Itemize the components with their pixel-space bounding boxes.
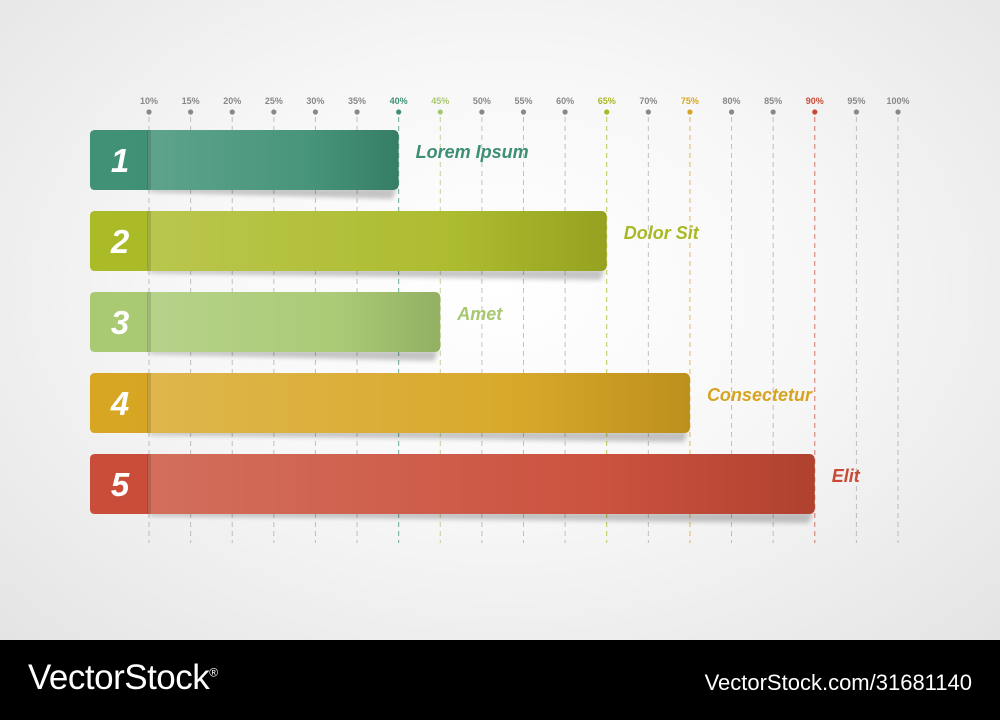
x-tick-label: 30%	[306, 96, 324, 106]
x-tick-label: 15%	[182, 96, 200, 106]
bar-shadow	[150, 269, 605, 280]
registered-mark: ®	[209, 665, 218, 680]
bar-chart: 10% 15% 20% 25% 30% 35% 40% 45% 50% 55% 60% 65% 70% 7…	[90, 96, 910, 543]
tick-dot	[229, 109, 235, 115]
bar-group: 1 Lorem Ipsum	[90, 130, 529, 199]
x-tick-label: 90%	[806, 96, 824, 106]
bar-number-badge	[90, 292, 148, 352]
tick-dot	[479, 109, 485, 115]
tick-dot	[604, 109, 610, 115]
chart-area: 10% 15% 20% 25% 30% 35% 40% 45% 50% 55% 60% 65% 70% 7…	[0, 0, 1000, 640]
bar-number: 2	[110, 223, 130, 260]
x-tick-label: 65%	[598, 96, 616, 106]
x-tick-label: 100%	[886, 96, 909, 106]
tick-dot	[437, 109, 443, 115]
tick-dot	[146, 109, 152, 115]
badge-fold	[147, 130, 151, 190]
x-tick-label: 40%	[390, 96, 408, 106]
bar-group: 3 Amet	[90, 292, 503, 361]
tick-dot	[770, 109, 776, 115]
badge-fold	[147, 292, 151, 352]
tick-dot	[188, 109, 194, 115]
bar-label: Elit	[832, 466, 861, 486]
tick-dot	[562, 109, 568, 115]
bar-number: 3	[111, 304, 129, 341]
badge-fold	[147, 211, 151, 271]
x-tick-label: 95%	[847, 96, 865, 106]
bar-number: 1	[111, 142, 129, 179]
bar	[90, 130, 399, 190]
bar-number-badge	[90, 373, 148, 433]
bar-group: 5 Elit	[90, 454, 861, 523]
tick-dot	[520, 109, 527, 115]
badge-fold	[147, 454, 151, 514]
bar-label: Consectetur	[707, 385, 813, 405]
bar-number-badge	[90, 130, 148, 190]
brand-name: VectorStock	[28, 658, 210, 697]
bar-group: 4 Consectetur	[90, 373, 813, 442]
bar	[90, 373, 690, 433]
bar-label: Dolor Sit	[624, 223, 700, 243]
bar-label: Lorem Ipsum	[416, 142, 529, 162]
x-tick-label: 80%	[723, 96, 741, 106]
tick-dot	[895, 109, 901, 115]
bar-group: 2 Dolor Sit	[90, 211, 700, 280]
x-tick-label: 70%	[639, 96, 657, 106]
bar-number-badge	[90, 211, 148, 271]
brand-logo: VectorStock®	[28, 658, 218, 698]
bar-shadow	[150, 188, 397, 199]
bar-number: 4	[110, 385, 129, 422]
tick-dot	[396, 109, 402, 115]
bar	[90, 211, 607, 271]
stock-id: VectorStock.com/31681140	[704, 670, 972, 695]
bar-number: 5	[111, 466, 130, 503]
x-tick-label: 55%	[514, 96, 532, 106]
x-tick-label: 45%	[431, 96, 449, 106]
tick-dot	[812, 109, 818, 115]
x-tick-label: 25%	[265, 96, 283, 106]
badge-fold	[147, 373, 151, 433]
tick-dot	[645, 109, 651, 115]
tick-dot	[312, 109, 319, 115]
x-tick-label: 85%	[764, 96, 782, 106]
bar-label: Amet	[456, 304, 503, 324]
x-tick-label: 10%	[140, 96, 158, 106]
watermark-bar: VectorStock® VectorStock.com/31681140	[0, 640, 1000, 720]
bar-shadow	[150, 431, 688, 442]
bar-shadow	[150, 350, 439, 361]
bar	[90, 454, 815, 514]
tick-dot	[853, 109, 859, 115]
bar-number-badge	[90, 454, 148, 514]
x-tick-label: 75%	[681, 96, 699, 106]
x-tick-label: 20%	[223, 96, 241, 106]
tick-dot	[728, 109, 735, 115]
bar	[90, 292, 441, 352]
bar-shadow	[150, 512, 813, 523]
tick-dot	[271, 109, 277, 115]
tick-dot	[687, 109, 693, 115]
x-tick-label: 60%	[556, 96, 574, 106]
x-tick-label: 35%	[348, 96, 366, 106]
x-tick-label: 50%	[473, 96, 491, 106]
tick-dot	[354, 109, 360, 115]
